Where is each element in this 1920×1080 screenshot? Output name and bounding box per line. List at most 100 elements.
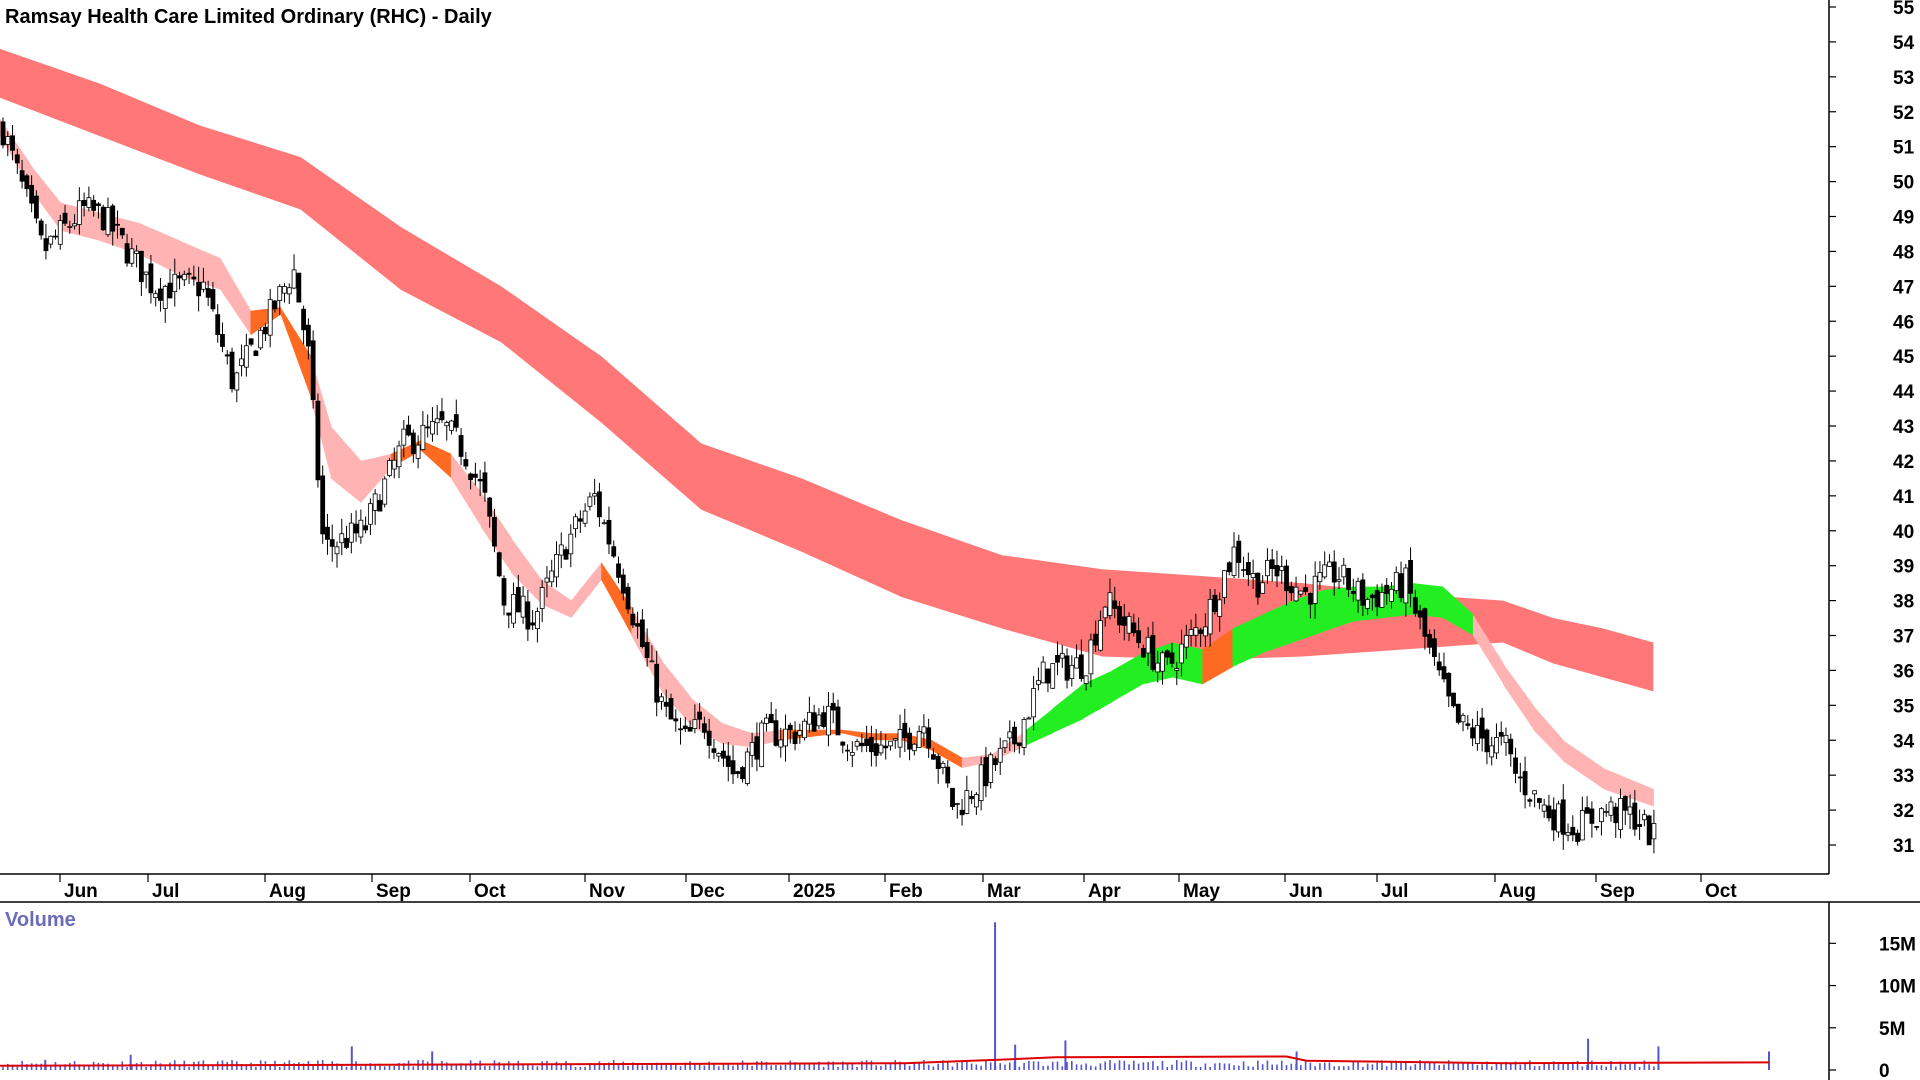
short-term-band-segment	[1322, 586, 1354, 633]
candle-body	[67, 226, 73, 228]
candle-body	[468, 473, 474, 480]
candle-body	[973, 794, 979, 808]
candle-body	[931, 754, 936, 760]
candle-body	[1374, 590, 1380, 608]
price-tick-label: 44	[1893, 382, 1915, 403]
candle-body	[697, 711, 703, 720]
candle-body	[926, 727, 932, 749]
candle-body	[1040, 661, 1046, 684]
time-tick-label: Oct	[1705, 881, 1737, 902]
candle-body	[1575, 832, 1580, 842]
candle-body	[76, 200, 82, 225]
short-term-band-segment	[1022, 708, 1053, 748]
candle-body	[1222, 570, 1227, 598]
candle-body	[1231, 546, 1237, 576]
time-tick-label: Jun	[64, 881, 98, 902]
price-tick-label: 55	[1893, 0, 1915, 19]
candle-body	[1494, 737, 1499, 754]
candle-body	[210, 289, 216, 310]
candle-body	[86, 197, 92, 208]
candle-body	[535, 611, 540, 630]
candle-body	[1412, 597, 1418, 614]
candle-body	[1641, 814, 1647, 821]
candle-body	[1212, 594, 1218, 612]
candle-body	[19, 170, 25, 182]
candle-body	[10, 135, 15, 151]
candle-body	[148, 263, 154, 294]
candle-body	[888, 740, 893, 747]
price-tick-label: 38	[1893, 592, 1914, 613]
candle-body	[1513, 757, 1518, 774]
candle-body	[1508, 738, 1514, 755]
short-term-band-segment	[1232, 614, 1264, 667]
candle-body	[983, 757, 989, 787]
candle-body	[1551, 809, 1557, 831]
candle-body	[186, 272, 192, 275]
candle-body	[1265, 559, 1270, 577]
candle-body	[48, 235, 54, 245]
candle-body	[1093, 633, 1099, 646]
price-tick-label: 46	[1893, 312, 1914, 333]
candle-body	[1441, 666, 1447, 680]
candle-body	[14, 154, 20, 164]
candle-body	[950, 787, 955, 808]
candle-body	[849, 752, 855, 756]
short-term-band-segment	[180, 240, 222, 290]
candle-body	[396, 445, 402, 468]
candle-body	[558, 544, 564, 556]
candle-body	[301, 308, 307, 331]
volume-tick-label: 15M	[1879, 934, 1916, 955]
candle-body	[616, 563, 621, 578]
candle-body	[735, 771, 741, 774]
candle-body	[177, 275, 182, 279]
candle-body	[1599, 808, 1604, 822]
candle-body	[520, 595, 526, 618]
candle-body	[1188, 629, 1194, 636]
candle-body	[119, 227, 125, 236]
candle-body	[897, 729, 903, 748]
candle-body	[215, 314, 221, 335]
candle-body	[1198, 629, 1204, 634]
candle-body	[1136, 630, 1141, 644]
candle-body	[1565, 832, 1571, 836]
candle-body	[305, 324, 311, 347]
price-tick-label: 49	[1893, 208, 1914, 229]
candle-body	[1078, 654, 1084, 679]
candle-body	[1646, 815, 1652, 846]
short-term-band-segment	[420, 439, 452, 479]
candle-body	[425, 426, 431, 429]
candle-body	[582, 510, 588, 524]
candle-body	[1370, 594, 1375, 599]
candle-body	[358, 519, 364, 538]
volume-tick-label: 5M	[1879, 1019, 1905, 1040]
candle-body	[859, 742, 865, 747]
candle-body	[1398, 573, 1404, 599]
candle-body	[539, 587, 545, 609]
candle-body	[1360, 579, 1366, 606]
candle-body	[239, 358, 244, 367]
candle-body	[702, 723, 707, 733]
price-tick-label: 47	[1893, 277, 1914, 298]
candle-body	[196, 281, 202, 297]
candle-body	[993, 758, 998, 766]
candle-body	[205, 288, 211, 298]
candle-body	[29, 184, 35, 204]
candle-body	[1484, 729, 1490, 753]
candle-body	[759, 722, 765, 768]
price-tick-label: 35	[1893, 696, 1915, 717]
candle-body	[1446, 672, 1452, 697]
short-term-band-segment	[310, 356, 332, 479]
short-term-band-segment	[1262, 600, 1294, 653]
candle-body	[1145, 636, 1151, 654]
candle-body	[1622, 796, 1628, 811]
candle-body	[181, 273, 187, 281]
candle-body	[1455, 703, 1461, 723]
chart-title: Ramsay Health Care Limited Ordinary (RHC…	[5, 6, 493, 28]
candle-body	[420, 424, 426, 450]
candle-body	[1059, 653, 1065, 659]
short-term-band-segment	[541, 579, 572, 619]
candle-body	[1474, 724, 1480, 745]
short-term-band-segment	[250, 307, 282, 336]
candle-body	[229, 351, 235, 390]
candle-body	[1260, 582, 1266, 594]
